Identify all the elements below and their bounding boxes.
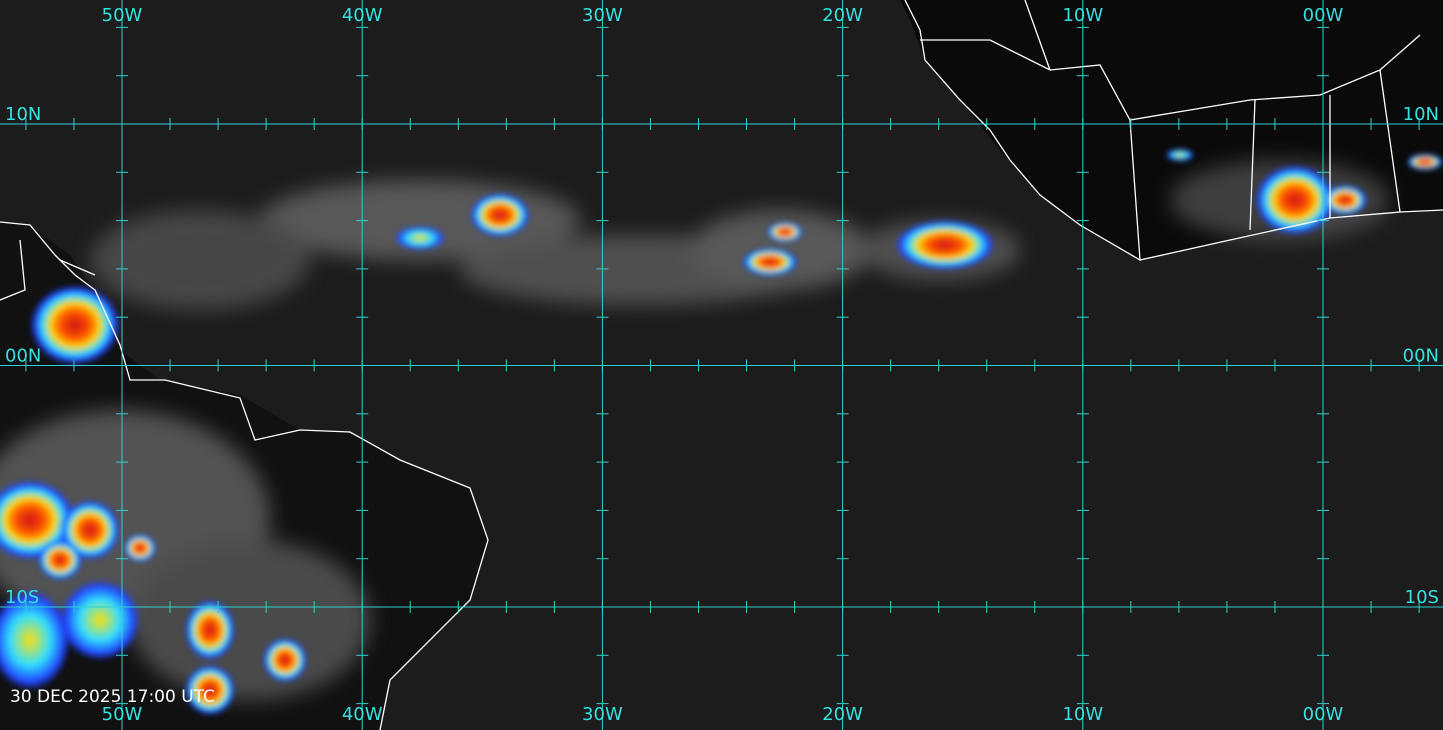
lon-label: 30W (582, 704, 623, 725)
convection (0, 149, 1443, 715)
lat-label: 10S (1405, 587, 1439, 608)
lon-label: 00W (1303, 704, 1344, 725)
lon-label: 50W (102, 704, 143, 725)
lon-label: 10W (1062, 704, 1103, 725)
lon-label: 30W (582, 5, 623, 26)
timestamp: 30 DEC 2025 17:00 UTC (10, 687, 215, 707)
lon-label: 00W (1303, 5, 1344, 26)
lon-label: 20W (822, 5, 863, 26)
lon-label: 20W (822, 704, 863, 725)
lat-label: 10N (5, 104, 41, 125)
lon-label: 10W (1062, 5, 1103, 26)
lat-label: 00N (5, 346, 41, 367)
lat-label: 10N (1403, 104, 1439, 125)
lon-label: 40W (342, 704, 383, 725)
lat-label: 10S (5, 587, 39, 608)
lat-label: 00N (1403, 346, 1439, 367)
lon-label: 40W (342, 5, 383, 26)
lon-label: 50W (102, 5, 143, 26)
